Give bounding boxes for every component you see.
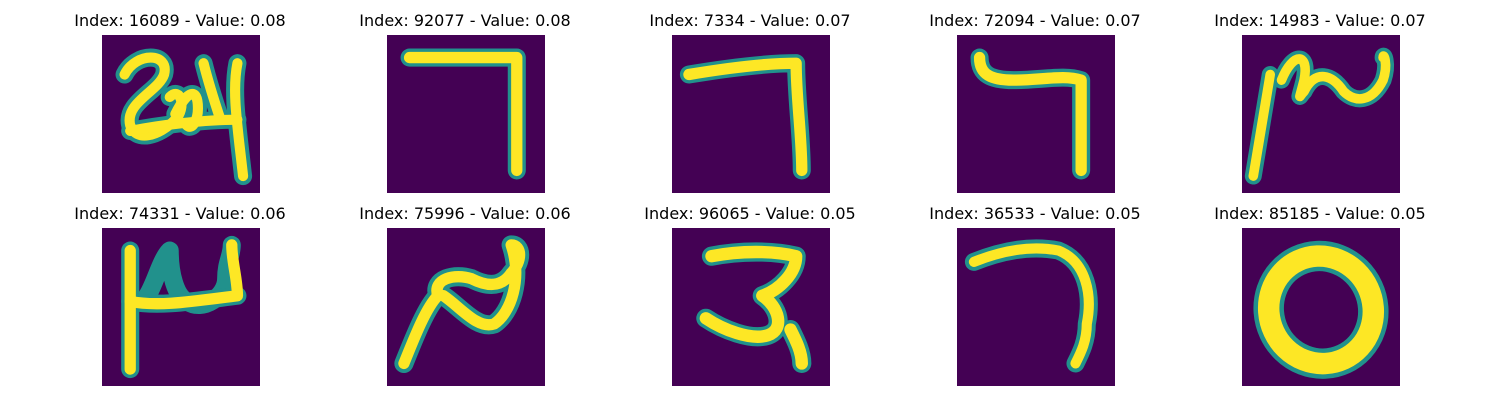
zero-ring-icon bbox=[1253, 240, 1389, 379]
n-stroke-icon bbox=[394, 235, 530, 374]
sample-cell: Index: 36533 - Value: 0.05 bbox=[885, 193, 1185, 393]
digit-image bbox=[387, 228, 545, 386]
seven-curve-icon bbox=[964, 239, 1098, 373]
sample-title: Index: 74331 - Value: 0.06 bbox=[74, 204, 286, 223]
sample-title: Index: 85185 - Value: 0.05 bbox=[1214, 204, 1426, 223]
sample-title: Index: 36533 - Value: 0.05 bbox=[929, 204, 1141, 223]
digit-image bbox=[102, 228, 260, 386]
sample-cell: Index: 16089 - Value: 0.08 bbox=[30, 0, 330, 200]
scribble-24-icon bbox=[115, 48, 253, 186]
sample-cell: Index: 14983 - Value: 0.07 bbox=[1170, 0, 1470, 200]
sample-cell: Index: 96065 - Value: 0.05 bbox=[600, 193, 900, 393]
digit-image bbox=[957, 35, 1115, 193]
seven-stroke-icon bbox=[970, 48, 1091, 180]
digit-image bbox=[102, 35, 260, 193]
digit-image bbox=[672, 35, 830, 193]
sample-cell: Index: 85185 - Value: 0.05 bbox=[1170, 193, 1470, 393]
sample-cell: Index: 74331 - Value: 0.06 bbox=[30, 193, 330, 393]
seven-stroke-icon bbox=[679, 54, 811, 180]
digit-image bbox=[387, 35, 545, 193]
digit-image bbox=[1242, 228, 1400, 386]
sample-title: Index: 75996 - Value: 0.06 bbox=[359, 204, 571, 223]
seven-stroke-icon bbox=[400, 48, 526, 180]
h-stroke-icon bbox=[121, 235, 247, 379]
sample-cell: Index: 7334 - Value: 0.07 bbox=[600, 0, 900, 200]
sample-cell: Index: 72094 - Value: 0.07 bbox=[885, 0, 1185, 200]
sample-title: Index: 92077 - Value: 0.08 bbox=[359, 11, 571, 30]
three-stroke-icon bbox=[696, 242, 812, 374]
digit-image bbox=[1242, 35, 1400, 193]
digit-image bbox=[957, 228, 1115, 386]
wave-stroke-icon bbox=[1244, 47, 1395, 185]
sample-title: Index: 7334 - Value: 0.07 bbox=[649, 11, 851, 30]
sample-title: Index: 96065 - Value: 0.05 bbox=[644, 204, 856, 223]
sample-cell: Index: 75996 - Value: 0.06 bbox=[315, 193, 615, 393]
digit-image bbox=[672, 228, 830, 386]
sample-cell: Index: 92077 - Value: 0.08 bbox=[315, 0, 615, 200]
sample-title: Index: 16089 - Value: 0.08 bbox=[74, 11, 286, 30]
sample-title: Index: 14983 - Value: 0.07 bbox=[1214, 11, 1426, 30]
sample-title: Index: 72094 - Value: 0.07 bbox=[929, 11, 1141, 30]
